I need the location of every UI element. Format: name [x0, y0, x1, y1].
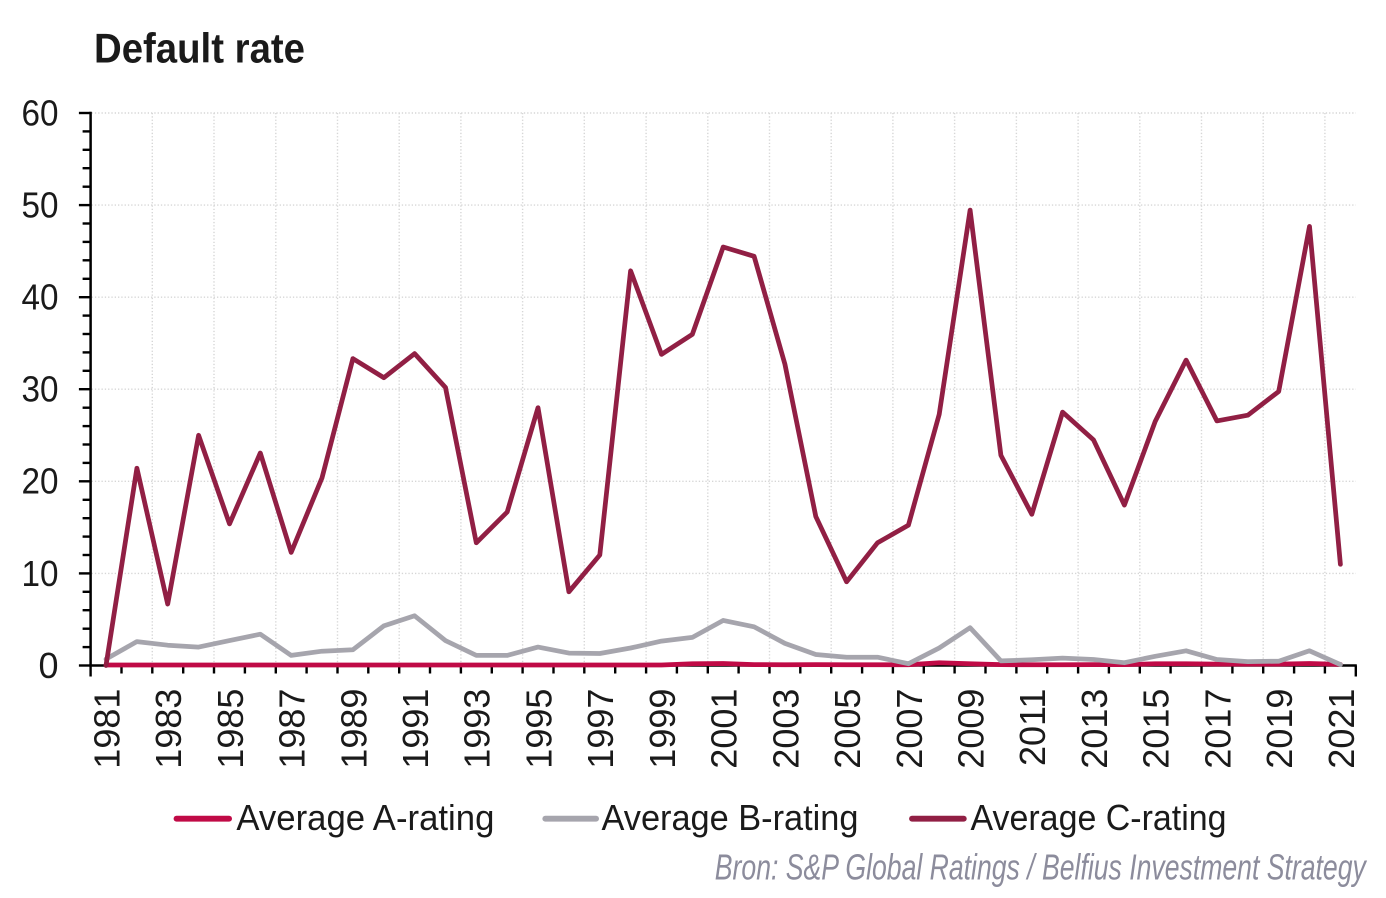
svg-text:30: 30	[22, 369, 59, 410]
svg-text:0: 0	[38, 645, 58, 686]
svg-text:1985: 1985	[210, 689, 251, 769]
svg-text:2021: 2021	[1321, 689, 1362, 769]
svg-text:1993: 1993	[457, 689, 498, 769]
svg-text:1989: 1989	[333, 689, 374, 769]
svg-text:Default rate: Default rate	[94, 24, 305, 71]
svg-text:60: 60	[22, 92, 59, 133]
svg-text:40: 40	[22, 277, 59, 318]
svg-text:10: 10	[22, 553, 59, 594]
svg-text:2015: 2015	[1136, 689, 1177, 769]
svg-text:2001: 2001	[704, 689, 745, 769]
svg-text:2019: 2019	[1259, 689, 1300, 769]
svg-text:20: 20	[22, 461, 59, 502]
svg-text:2005: 2005	[827, 689, 868, 769]
svg-text:2011: 2011	[1012, 689, 1053, 766]
svg-text:1981: 1981	[86, 689, 127, 769]
svg-text:Average A-rating: Average A-rating	[236, 797, 494, 838]
svg-text:1999: 1999	[642, 689, 683, 769]
svg-text:1987: 1987	[272, 689, 313, 769]
svg-text:Bron: S&P Global Ratings / Bel: Bron: S&P Global Ratings / Belfius Inves…	[715, 847, 1367, 888]
svg-text:1997: 1997	[580, 689, 621, 769]
svg-text:50: 50	[22, 185, 59, 226]
svg-text:2013: 2013	[1074, 689, 1115, 769]
svg-text:1995: 1995	[518, 689, 559, 769]
svg-text:1991: 1991	[395, 689, 436, 769]
svg-text:2009: 2009	[951, 689, 992, 769]
svg-text:2017: 2017	[1197, 689, 1238, 769]
svg-text:Average B-rating: Average B-rating	[602, 797, 859, 838]
svg-text:Average C-rating: Average C-rating	[971, 797, 1227, 838]
svg-text:2003: 2003	[765, 689, 806, 769]
svg-text:2007: 2007	[889, 689, 930, 769]
svg-text:1983: 1983	[148, 689, 189, 769]
